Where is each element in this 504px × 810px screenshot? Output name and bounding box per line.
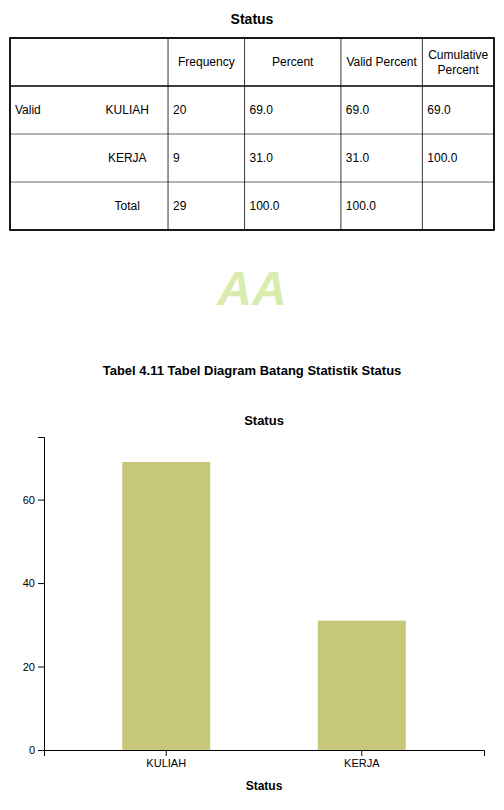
table-header: Frequency [178,55,235,69]
y-axis-line [38,438,45,751]
y-tick-label: 0 [29,744,35,756]
y-tick-mark [38,583,44,584]
y-tick-label: 20 [23,661,35,673]
table-border [10,38,494,230]
bar-chart: 0 20 40 60 KULIAH KERJA Status [23,438,485,794]
table-cell: 69.0 [427,103,451,117]
x-tick: KULIAH [146,750,186,769]
table-cell: 9 [173,151,180,165]
watermark: AA [216,262,286,315]
y-tick-mark [38,750,44,751]
table-cell: 31.0 [250,151,274,165]
table-header: CumulativePercent [428,48,488,77]
bar [318,621,406,750]
table-cell: 100.0 [427,151,457,165]
page-title: Status [231,11,274,27]
y-axis: 0 20 40 60 [23,438,45,757]
table-col-line [244,38,245,230]
bar [122,462,210,750]
caption: Tabel 4.11 Tabel Diagram Batang Statisti… [103,363,402,378]
y-tick: 40 [23,577,44,589]
table-cell: Valid [15,103,41,117]
x-axis-line [45,751,485,757]
x-tick-mark [166,750,167,756]
y-tick-label: 40 [23,577,35,589]
table-header: Valid Percent [346,55,417,69]
x-axis: KULIAH KERJA [45,750,485,769]
x-tick-mark [361,750,362,756]
page: Status Frequency Percent Valid Percent Cumul… [0,0,504,810]
table-cell: 69.0 [346,103,370,117]
table-cell: 20 [173,103,187,117]
table-cell: 29 [173,199,187,213]
x-tick: KERJA [344,750,380,769]
table-cell: 69.0 [250,103,274,117]
table-cell: 100.0 [346,199,376,213]
table-col-line [422,38,423,230]
y-tick-label: 60 [23,494,35,506]
table-cell: 31.0 [346,151,370,165]
table-header: Percent [272,55,314,69]
table-cell: 100.0 [250,199,280,213]
table: Frequency Percent Valid Percent CumulativeP… [10,38,494,230]
table-row-line [10,134,494,135]
table-cell: Total [115,199,140,213]
table-col-line [168,38,169,230]
bars [122,462,406,750]
y-tick: 0 [29,744,44,756]
table-cell: KULIAH [106,103,149,117]
x-tick-label: KERJA [344,757,380,769]
x-tick-label: KULIAH [146,757,186,769]
y-tick: 20 [23,661,44,673]
table-row-line [10,85,494,87]
x-axis-title: Status [246,779,283,793]
chart-title: Status [244,413,284,428]
table-cell: KERJA [108,151,147,165]
y-tick-mark [38,667,44,668]
table-col-line [340,38,341,230]
y-tick-mark [38,500,44,501]
y-tick: 60 [23,494,44,506]
table-row-line [10,182,494,183]
